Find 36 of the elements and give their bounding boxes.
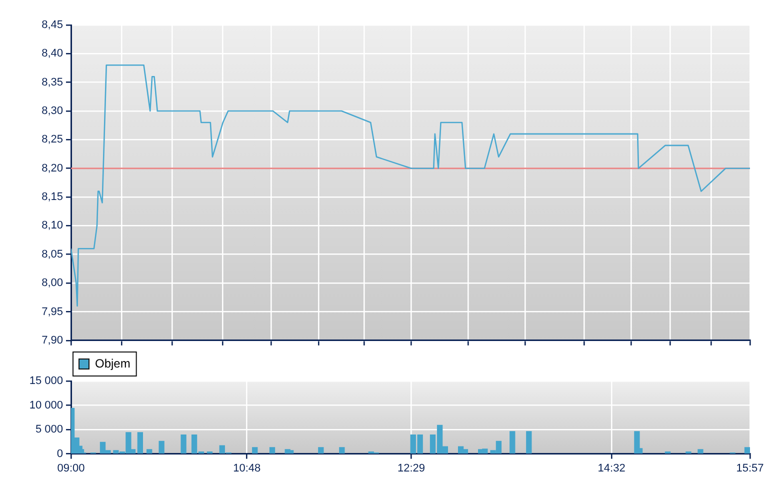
y-tick-label: 7,95 — [42, 306, 63, 318]
y-tick-label: 8,35 — [42, 76, 63, 88]
bar — [318, 447, 324, 454]
bar — [526, 431, 532, 454]
bar — [510, 431, 516, 454]
bar — [180, 434, 186, 454]
bar — [462, 449, 468, 454]
bar — [146, 449, 152, 454]
bar — [269, 447, 276, 454]
x-tick-label: 12:29 — [398, 462, 426, 474]
legend-label: Objem — [95, 356, 130, 370]
y-tick-label: 8,15 — [42, 191, 63, 204]
y-tick-label: 10 000 — [29, 399, 63, 412]
y-tick-label: 8,05 — [42, 248, 63, 260]
y-tick-label: 7,90 — [42, 334, 63, 346]
y-tick-label: 8,45 — [42, 19, 63, 32]
y-tick-label: 0 — [56, 448, 63, 460]
y-tick-label: 8,20 — [42, 162, 63, 174]
y-tick-label: 5 000 — [35, 424, 63, 436]
y-tick-label: 8,25 — [42, 134, 63, 146]
y-tick-label: 15 000 — [29, 375, 63, 388]
bar — [744, 447, 750, 454]
bar — [482, 448, 488, 454]
y-tick-label: 8,30 — [42, 105, 63, 118]
x-tick-label: 10:48 — [233, 462, 261, 474]
bar — [137, 432, 143, 454]
x-tick-label: 15:57 — [736, 462, 764, 474]
bar — [252, 447, 258, 454]
bar — [158, 440, 164, 454]
bar — [698, 449, 704, 454]
y-tick-label: 8,10 — [42, 220, 63, 232]
bar — [339, 447, 345, 454]
y-tick-label: 8,40 — [42, 48, 63, 60]
x-tick-label: 09:00 — [57, 462, 85, 474]
y-tick-label: 8,00 — [42, 277, 63, 290]
x-tick-label: 14:32 — [598, 462, 626, 474]
